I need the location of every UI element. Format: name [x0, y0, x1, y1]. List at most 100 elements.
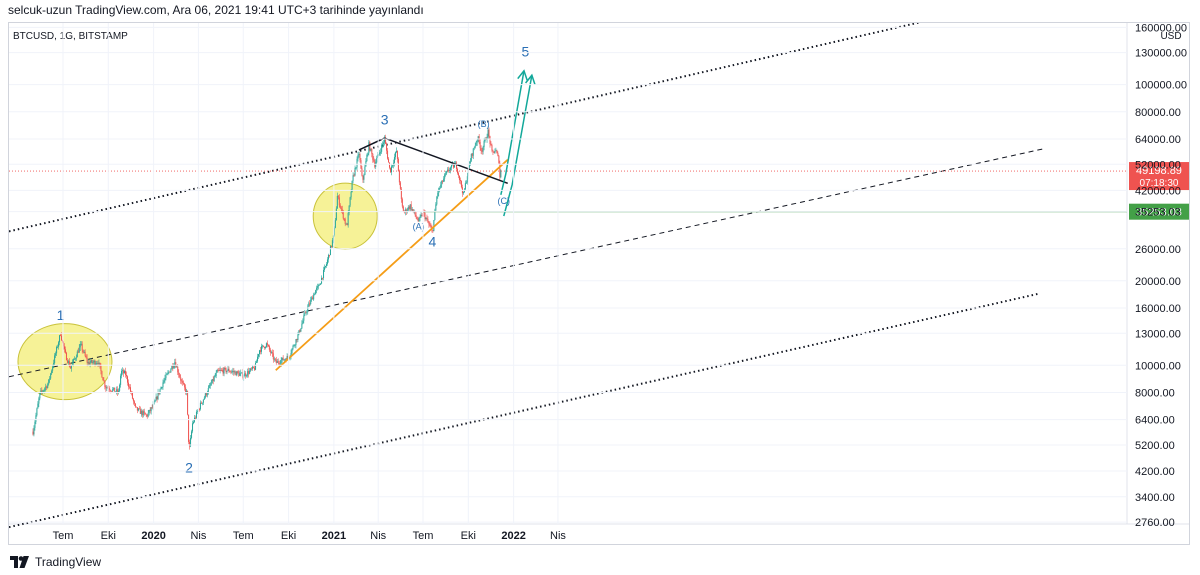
candle-body — [444, 174, 446, 179]
candle-body — [427, 219, 429, 223]
candle-body — [484, 138, 486, 142]
candle-body — [182, 381, 184, 383]
candle-body — [275, 359, 277, 363]
price-tick-label: 26000.00 — [1135, 244, 1181, 256]
price-tick-label: 130000.00 — [1135, 48, 1187, 60]
candle-body — [124, 370, 126, 374]
candle-body — [417, 219, 419, 222]
price-tick-label: 20000.00 — [1135, 276, 1181, 288]
candle-body — [163, 380, 165, 383]
candle-body — [310, 299, 312, 305]
time-tick-label: Tem — [233, 530, 254, 542]
candle-body — [385, 137, 387, 144]
candle-body — [205, 393, 207, 396]
candle-body — [363, 174, 365, 180]
candle-body — [168, 371, 170, 373]
candle-body — [91, 360, 93, 363]
candle-body — [210, 383, 212, 385]
candle-body — [167, 372, 169, 374]
price-chart[interactable]: BTCUSD, 1G, BITSTAMP 1 2 3 4 5 (A) (B) (C) 49198… — [9, 23, 1189, 544]
candle-body — [92, 362, 94, 363]
candle-body — [393, 157, 395, 163]
candle-body — [269, 349, 271, 353]
projection-arrow-left — [500, 70, 525, 195]
candle-body — [281, 357, 283, 361]
candle-body — [301, 323, 303, 329]
candle-body — [195, 411, 197, 418]
candle-body — [430, 225, 432, 228]
candle-body — [458, 175, 460, 181]
candle-body — [63, 346, 65, 350]
price-tick-label: 4200.00 — [1135, 466, 1175, 478]
candle-body — [133, 401, 135, 404]
candle-body — [416, 217, 418, 220]
candle-body — [268, 346, 270, 350]
candle-body — [404, 209, 406, 213]
candle-body — [128, 386, 130, 388]
candle-body — [496, 150, 498, 153]
candle-body — [398, 171, 400, 183]
candle-body — [265, 343, 267, 348]
wave-label-a: (A) — [413, 221, 425, 231]
candle-body — [82, 350, 84, 352]
candle-body — [347, 213, 349, 226]
candle-body — [462, 192, 464, 194]
candle-body — [442, 180, 444, 182]
candle-body — [129, 387, 131, 392]
candle-body — [345, 223, 347, 225]
candle-body — [282, 357, 284, 361]
candle-body — [223, 368, 225, 374]
candle-body — [227, 368, 229, 371]
candle-body — [174, 362, 176, 366]
candle-body — [362, 175, 364, 180]
candle-body — [453, 164, 455, 168]
candle-body — [415, 215, 417, 218]
candle-body — [479, 141, 481, 149]
candle-body — [229, 371, 231, 373]
candle-body — [328, 254, 330, 256]
candle-body — [177, 366, 179, 373]
time-tick-label: Tem — [413, 530, 434, 542]
candle-body — [356, 158, 358, 168]
time-tick-label: Nis — [190, 530, 206, 542]
candle-body — [50, 373, 52, 379]
candle-body — [316, 287, 318, 291]
candle-body — [263, 346, 265, 349]
candle-body — [352, 175, 354, 181]
candle-body — [125, 370, 127, 375]
candle-body — [387, 150, 389, 159]
candle-body — [324, 267, 326, 270]
candle-body — [131, 392, 133, 399]
candle-body — [337, 195, 339, 198]
candle-body — [433, 219, 435, 231]
candle-body — [146, 414, 148, 417]
candle-body — [160, 387, 162, 390]
candle-body — [58, 342, 60, 347]
candle-body — [410, 204, 412, 210]
candle-body — [296, 339, 298, 340]
tradingview-brand: TradingView — [35, 555, 102, 569]
candle-body — [327, 254, 329, 260]
candle-body — [137, 408, 139, 411]
candle-body — [278, 362, 280, 364]
candle-body — [437, 192, 439, 197]
candle-body — [238, 372, 240, 376]
candle-body — [97, 363, 99, 365]
candle-body — [142, 411, 144, 416]
candle-body — [121, 370, 123, 376]
candle-body — [190, 437, 192, 447]
wave-label-2: 2 — [185, 459, 193, 475]
candle-body — [331, 240, 333, 247]
candle-body — [79, 344, 81, 348]
candle-body — [336, 195, 338, 209]
candle-body — [104, 380, 106, 387]
candle-body — [33, 427, 35, 435]
candle-body — [351, 180, 353, 193]
candle-body — [105, 386, 107, 389]
candle-body — [236, 371, 238, 376]
candle-body — [390, 166, 392, 173]
candle-body — [143, 411, 145, 413]
candle-body — [247, 371, 249, 376]
candle-body — [274, 358, 276, 360]
candle-body — [128, 382, 130, 387]
